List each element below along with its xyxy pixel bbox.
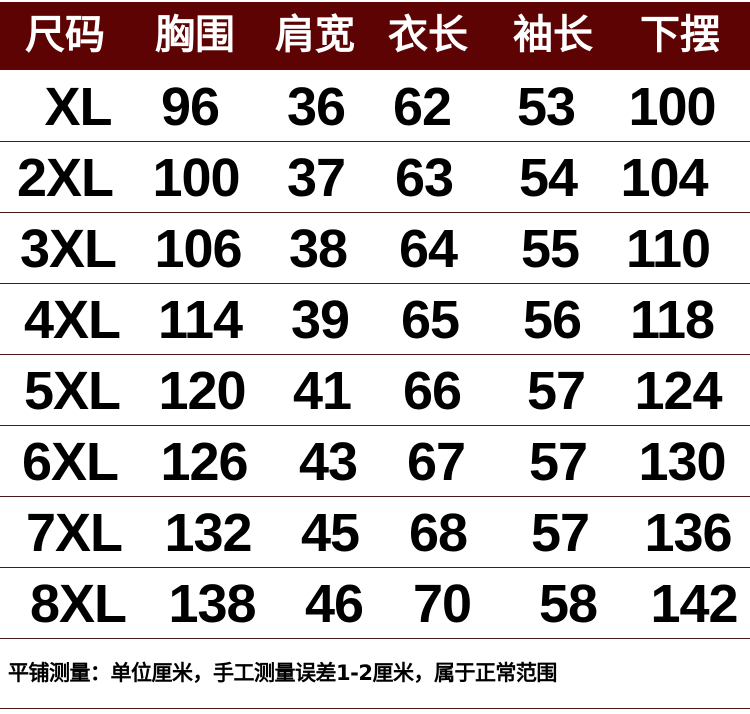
table-row: 5XL 120 41 66 57 124 xyxy=(0,354,750,426)
column-header: 袖长 xyxy=(513,12,593,58)
table-row: 8XL 138 46 70 58 142 xyxy=(0,567,750,639)
measurement-cell: 65 xyxy=(400,290,460,350)
size-label: 8XL xyxy=(29,574,127,634)
measurement-cell: 57 xyxy=(530,503,590,563)
measurement-cell: 118 xyxy=(629,290,715,350)
measurement-cell: 126 xyxy=(160,432,248,492)
measurement-cell: 68 xyxy=(408,503,468,563)
measurement-cell: 43 xyxy=(298,432,358,492)
measurement-cell: 124 xyxy=(634,361,722,421)
measurement-cell: 106 xyxy=(154,219,242,279)
column-header: 肩宽 xyxy=(275,12,355,58)
table-row: 4XL 114 39 65 56 118 xyxy=(0,283,750,355)
measurement-cell: 36 xyxy=(286,77,346,137)
measurement-cell: 66 xyxy=(402,361,462,421)
size-label: 6XL xyxy=(21,432,119,492)
footer: 平铺测量：单位厘米，手工测量误差1-2厘米，属于正常范围 xyxy=(0,638,750,709)
table-row: 6XL 126 43 67 57 130 xyxy=(0,425,750,497)
size-label: XL xyxy=(44,77,112,137)
size-label: 5XL xyxy=(23,361,121,421)
measurement-cell: 100 xyxy=(628,77,716,137)
measurement-cell: 64 xyxy=(398,219,458,279)
measurement-cell: 142 xyxy=(650,574,738,634)
column-header: 衣长 xyxy=(388,12,468,58)
measurement-cell: 114 xyxy=(157,290,243,350)
column-header: 下摆 xyxy=(640,12,720,58)
table-row: 3XL 106 38 64 55 110 xyxy=(0,212,750,284)
measurement-cell: 70 xyxy=(412,574,472,634)
measurement-cell: 110 xyxy=(625,219,711,279)
measurement-cell: 100 xyxy=(152,148,240,208)
size-label: 4XL xyxy=(23,290,121,350)
measurement-cell: 46 xyxy=(304,574,364,634)
measurement-cell: 104 xyxy=(620,148,708,208)
table-row: 2XL 100 37 63 54 104 xyxy=(0,141,750,213)
measurement-cell: 130 xyxy=(638,432,726,492)
measurement-cell: 39 xyxy=(290,290,350,350)
measurement-cell: 58 xyxy=(538,574,598,634)
measurement-cell: 38 xyxy=(288,219,348,279)
measurement-cell: 136 xyxy=(644,503,732,563)
measurement-cell: 132 xyxy=(164,503,252,563)
measurement-note: 平铺测量：单位厘米，手工测量误差1-2厘米，属于正常范围 xyxy=(8,661,557,685)
measurement-cell: 41 xyxy=(292,361,352,421)
measurement-cell: 96 xyxy=(160,77,220,137)
table-row: 7XL 132 45 68 57 136 xyxy=(0,496,750,568)
measurement-cell: 57 xyxy=(526,361,586,421)
measurement-cell: 37 xyxy=(286,148,346,208)
table-row: XL 96 36 62 53 100 xyxy=(0,70,750,142)
size-label: 2XL xyxy=(16,148,114,208)
measurement-cell: 54 xyxy=(518,148,578,208)
measurement-cell: 55 xyxy=(520,219,580,279)
table-header: 尺码 胸围 肩宽 衣长 袖长 下摆 xyxy=(0,2,750,70)
measurement-cell: 53 xyxy=(516,77,576,137)
measurement-cell: 67 xyxy=(406,432,466,492)
measurement-cell: 62 xyxy=(392,77,452,137)
measurement-cell: 120 xyxy=(158,361,246,421)
column-header: 胸围 xyxy=(155,12,235,58)
measurement-cell: 57 xyxy=(528,432,588,492)
measurement-cell: 63 xyxy=(394,148,454,208)
measurement-cell: 138 xyxy=(168,574,256,634)
size-label: 7XL xyxy=(25,503,123,563)
column-header: 尺码 xyxy=(25,12,105,58)
measurement-cell: 56 xyxy=(522,290,582,350)
size-label: 3XL xyxy=(19,219,117,279)
measurement-cell: 45 xyxy=(300,503,360,563)
